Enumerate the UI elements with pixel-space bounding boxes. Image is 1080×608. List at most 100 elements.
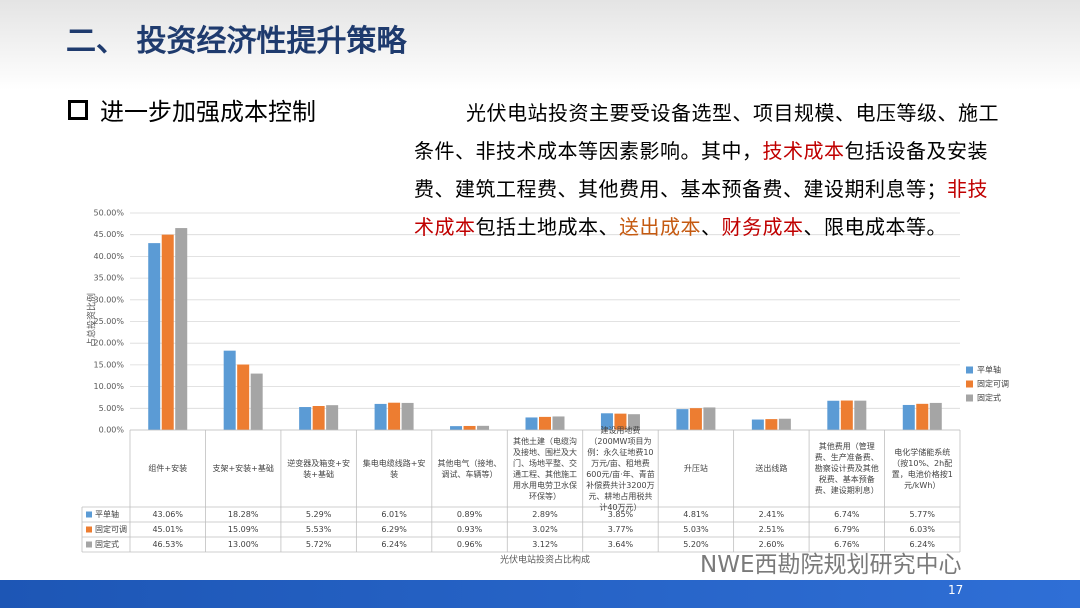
category-label: 支架+安装+基础: [212, 464, 274, 473]
table-value: 6.74%: [834, 510, 860, 519]
y-tick-label: 0.00%: [99, 426, 125, 435]
bar: [827, 400, 840, 430]
bar: [525, 417, 538, 430]
table-value: 5.03%: [683, 525, 709, 534]
table-value: 15.09%: [228, 525, 259, 534]
y-tick-label: 40.00%: [93, 252, 124, 261]
table-value: 0.93%: [457, 525, 483, 534]
table-value: 3.77%: [608, 525, 634, 534]
category-label: 建设用地费（200MW项目为例：永久征地费10万元/亩、租地费600元/亩·年、…: [586, 425, 655, 512]
category-label: 电化学储能系统（按10%、2h配置，电池价格按1元/kWh）: [891, 447, 953, 490]
table-value: 3.85%: [608, 510, 634, 519]
category-label: 升压站: [683, 464, 708, 473]
table-value: 2.41%: [759, 510, 785, 519]
table-value: 2.89%: [532, 510, 558, 519]
category-label: 集电电缆线路+安装: [362, 458, 426, 479]
bar: [703, 407, 716, 430]
table-value: 6.29%: [381, 525, 407, 534]
bar: [463, 425, 476, 430]
paragraph-segment: 技术成本: [762, 139, 845, 163]
table-value: 0.96%: [457, 540, 483, 549]
table-value: 45.01%: [152, 525, 183, 534]
bullet: 进一步加强成本控制: [68, 92, 316, 127]
legend-swatch: [966, 380, 973, 388]
table-value: 5.77%: [910, 510, 936, 519]
bullet-box: [68, 99, 88, 120]
table-legend-key: [86, 511, 92, 518]
bar: [854, 400, 867, 430]
table-value: 6.24%: [381, 540, 407, 549]
table-value: 6.76%: [834, 540, 860, 549]
table-value: 43.06%: [152, 510, 183, 519]
legend-swatch: [966, 394, 973, 402]
page-number: 17: [948, 583, 964, 597]
category-label: 其他土建（电缆沟及接地、围栏及大门、场地平整、交通工程、其他施工用水用电劳卫水保…: [512, 436, 577, 501]
y-tick-label: 25.00%: [93, 317, 124, 326]
paragraph-segment: 、限电成本等。: [803, 215, 947, 239]
bar: [299, 407, 312, 430]
watermark: NWE西勘院规划研究中心: [700, 552, 962, 578]
bar: [778, 418, 791, 430]
bar: [312, 405, 325, 430]
table-value: 3.64%: [608, 540, 634, 549]
table-value: 6.01%: [381, 510, 407, 519]
x-axis-title: 光伏电站投资占比构成: [500, 554, 590, 566]
bar: [477, 425, 490, 430]
bar: [223, 350, 236, 430]
bar: [614, 413, 627, 430]
table-legend-key: [86, 541, 92, 548]
bar: [326, 405, 339, 430]
y-tick-label: 45.00%: [93, 230, 124, 239]
table-value: 18.28%: [228, 510, 259, 519]
bar: [600, 413, 613, 430]
category-label: 其他费用（管理费、生产准备费、勘察设计费及其他税费、基本预备费、建设期利息）: [814, 442, 879, 495]
legend-label: 固定可调: [977, 379, 1009, 389]
table-value: 4.81%: [683, 510, 709, 519]
bar: [916, 403, 929, 430]
paragraph-segment: 包括设备及安装费、建筑工程费、其他费用、基本预备费、建设期利息等；: [414, 139, 988, 201]
table-value: 6.24%: [910, 540, 936, 549]
paragraph-segment: 、: [701, 215, 722, 239]
bar: [689, 408, 702, 430]
table-value: 13.00%: [228, 540, 259, 549]
table-series-name: 固定式: [95, 539, 119, 549]
bar: [161, 234, 174, 430]
bar: [751, 419, 764, 430]
bullet-text: 进一步加强成本控制: [100, 98, 316, 126]
table-value: 6.79%: [834, 525, 860, 534]
y-tick-label: 35.00%: [93, 274, 124, 283]
table-value: 6.03%: [910, 525, 936, 534]
bar: [840, 400, 853, 430]
paragraph-segment: 光伏电站投资主要受设备选型、项目规模、电压等级、施工条件、非技术成本等因素影响。…: [414, 101, 999, 163]
bar: [175, 228, 188, 430]
bar: [237, 364, 250, 430]
bar: [148, 243, 161, 430]
bar: [902, 404, 915, 430]
table-value: 2.51%: [759, 525, 785, 534]
table-series-name: 固定可调: [95, 524, 127, 534]
bar: [627, 414, 640, 430]
slide-title: 二、 投资经济性提升策略: [66, 24, 407, 59]
y-tick-label: 50.00%: [93, 209, 124, 218]
bar: [676, 409, 689, 430]
legend-swatch: [966, 366, 973, 374]
paragraph-segment: 包括土地成本、: [475, 215, 619, 239]
table-legend-key: [86, 526, 92, 533]
legend-label: 固定式: [977, 393, 1001, 403]
bar: [539, 416, 551, 430]
paragraph-segment: 财务成本: [721, 215, 804, 239]
bar: [388, 402, 401, 430]
table-value: 5.20%: [683, 540, 709, 549]
table-value: 3.02%: [532, 525, 558, 534]
bar: [552, 416, 565, 430]
table-value: 5.53%: [306, 525, 332, 534]
table-value: 2.60%: [759, 540, 785, 549]
paragraph: 光伏电站投资主要受设备选型、项目规模、电压等级、施工条件、非技术成本等因素影响。…: [414, 94, 1004, 246]
table-series-name: 平单轴: [95, 509, 119, 519]
paragraph-segment: 非技术成本: [414, 177, 988, 239]
bar: [374, 403, 387, 430]
category-label: 组件+安装: [148, 464, 188, 473]
table-value: 3.12%: [532, 540, 558, 549]
bar: [401, 402, 414, 430]
